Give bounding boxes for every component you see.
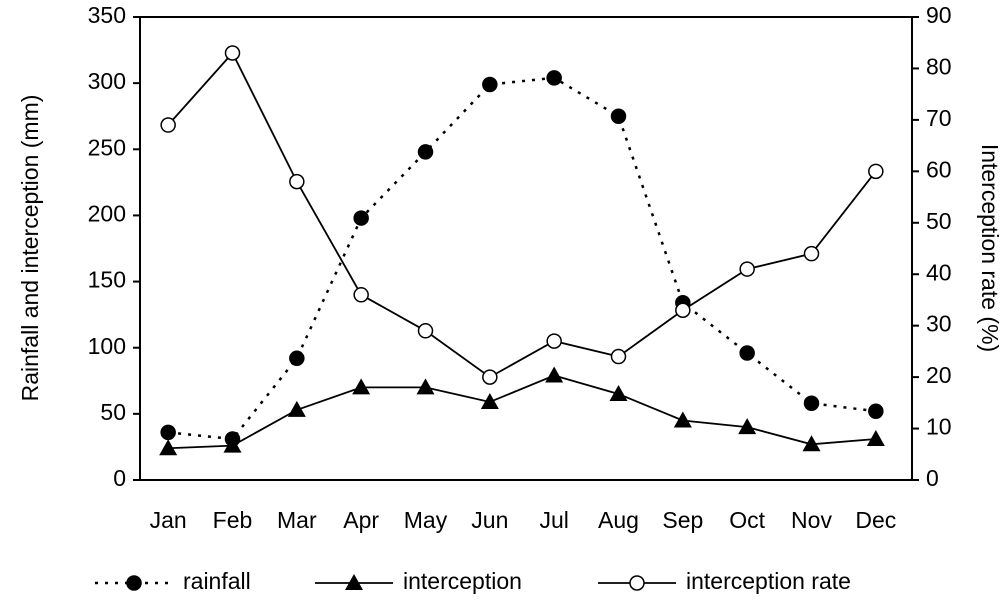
data-point [352,378,371,395]
data-point [160,117,176,133]
legend-label: rainfall [183,568,251,594]
data-point [160,424,176,441]
data-point [545,366,564,383]
data-point [287,400,306,417]
data-point [868,403,884,419]
y-tick-label: 150 [88,267,126,293]
y2-tick-label: 30 [926,311,952,337]
data-point [289,350,305,367]
data-point [159,439,178,456]
y2-tick-label: 90 [926,2,952,28]
data-point [739,261,755,277]
x-tick-label: May [404,507,448,533]
x-tick-label: Oct [729,507,765,533]
x-tick-label: Dec [855,507,896,533]
data-point [417,323,434,339]
y-tick-label: 100 [88,333,126,359]
series-line [167,51,877,379]
y2-tick-label: 60 [926,156,952,182]
data-point [480,392,499,409]
x-tick-label: Aug [598,507,639,533]
legend-label: interception [403,568,522,594]
data-point [739,345,755,361]
x-tick-label: Apr [343,507,379,533]
x-tick-label: Feb [213,507,253,533]
data-point [289,173,305,190]
data-point [353,287,369,303]
data-point [416,378,435,395]
y-axis-label: Rainfall and interception (mm) [17,95,43,402]
y-tick-label: 350 [88,2,126,28]
x-tick-label: Nov [791,507,832,533]
y2-tick-label: 20 [926,362,952,388]
y-tick-label: 50 [100,399,126,425]
data-point [609,385,628,402]
data-point [546,70,562,86]
series-line [168,374,876,450]
data-point [353,210,369,226]
legend-marker [345,574,363,590]
data-point [610,348,627,365]
data-point [224,45,241,61]
data-point [610,108,627,124]
data-point [803,245,820,262]
data-point [675,302,691,318]
legend-marker [126,575,142,591]
x-tick-label: Mar [277,507,317,533]
data-point [868,163,884,180]
y2-axis-label: Interception rate (%) [977,144,1003,352]
x-tick-label: Jan [150,507,187,533]
y2-tick-label: 10 [926,414,952,440]
data-point [417,144,434,160]
y2-tick-label: 0 [926,465,939,491]
plot-frame [139,16,913,481]
y-tick-label: 300 [88,68,126,94]
data-point [802,435,821,452]
y-tick-label: 250 [88,134,126,160]
legend-marker [629,575,645,591]
data-point [546,333,562,349]
series-line [168,76,876,441]
data-point [738,418,757,435]
y2-tick-label: 50 [926,208,952,234]
y2-tick-label: 80 [926,54,952,80]
x-tick-label: Sep [662,507,703,533]
y-tick-label: 0 [113,465,126,491]
data-point [482,369,498,385]
x-tick-label: Jul [539,507,568,533]
y-tick-label: 200 [88,201,126,227]
data-point [482,76,498,93]
y2-tick-label: 70 [926,105,952,131]
y2-tick-label: 40 [926,259,952,285]
data-point [673,411,692,428]
legend-label: interception rate [686,568,851,594]
data-point [866,429,885,446]
data-point [803,395,820,412]
data-point [223,436,242,453]
x-tick-label: Jun [471,507,508,533]
